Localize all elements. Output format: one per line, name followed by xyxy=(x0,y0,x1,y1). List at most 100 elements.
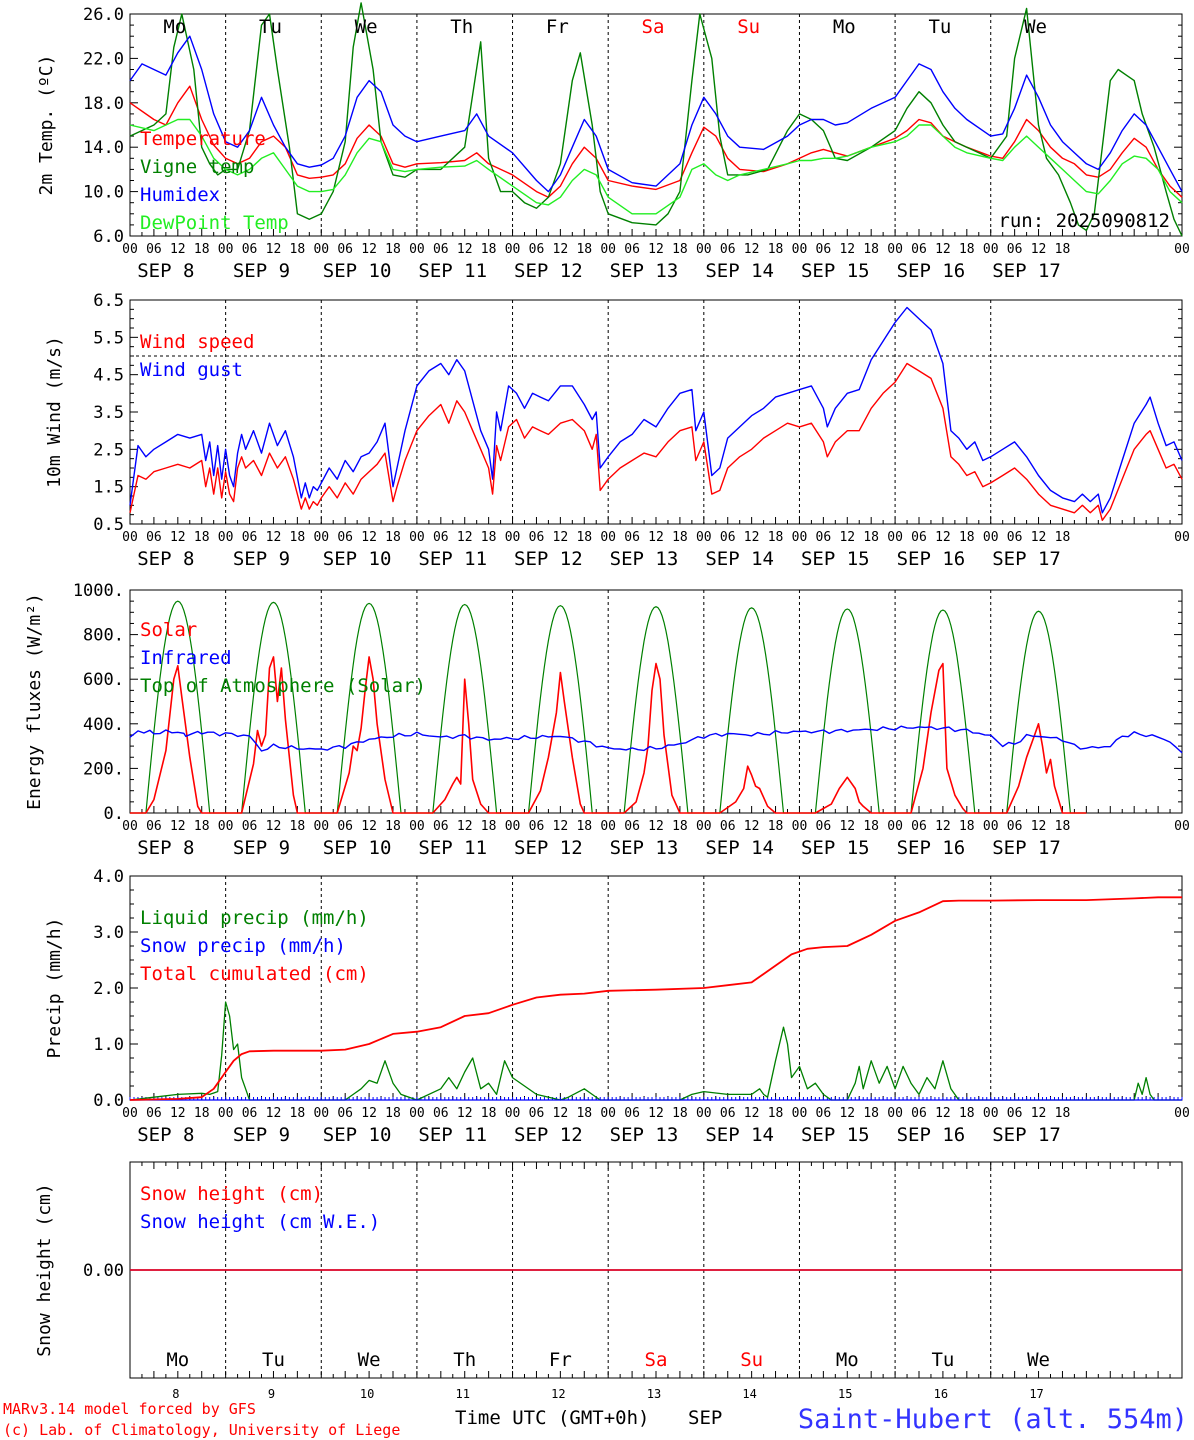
legend-entry: Wind gust xyxy=(140,359,243,381)
y-axis-label: Precip (mm/h) xyxy=(44,918,65,1059)
y-tick-label: 14.0 xyxy=(83,138,124,158)
hour-tick-label: 00 xyxy=(887,530,903,545)
legend-entry: Solar xyxy=(140,619,197,641)
hour-tick-label: 18 xyxy=(863,1106,879,1121)
day-number-label: 12 xyxy=(551,1387,565,1401)
hour-tick-label: 00 xyxy=(218,530,234,545)
hour-tick-label: 06 xyxy=(529,819,545,834)
y-tick-label: 18.0 xyxy=(83,94,124,114)
date-label: SEP 14 xyxy=(705,260,774,282)
model-credit: MARv3.14 model forced by GFS xyxy=(3,1400,256,1418)
legend-entry: Vigne temp xyxy=(140,156,254,178)
date-label: SEP 12 xyxy=(514,1124,583,1146)
y-tick-label: 400. xyxy=(83,715,124,735)
hour-tick-label: 18 xyxy=(290,530,306,545)
hour-tick-label: 18 xyxy=(959,242,975,257)
y-tick-label: 4.5 xyxy=(93,366,124,386)
date-label: SEP 16 xyxy=(897,548,966,570)
date-label: SEP 8 xyxy=(137,1124,194,1146)
hour-tick-label: 18 xyxy=(576,1106,592,1121)
hour-tick-label: 06 xyxy=(911,1106,927,1121)
hour-tick-label: 18 xyxy=(576,819,592,834)
hour-tick-label: 00 xyxy=(983,1106,999,1121)
hour-tick-label: 06 xyxy=(816,819,832,834)
hour-tick-label: 00 xyxy=(122,1106,138,1121)
y-tick-label: 0.5 xyxy=(93,515,124,535)
hour-tick-label: 00 xyxy=(1174,1106,1190,1121)
hour-tick-label: 00 xyxy=(600,1106,616,1121)
hour-tick-label: 00 xyxy=(792,1106,808,1121)
date-label: SEP 15 xyxy=(801,548,870,570)
hour-tick-label: 12 xyxy=(744,1106,760,1121)
day-number-label: 11 xyxy=(456,1387,470,1401)
solar-line xyxy=(703,765,800,814)
hour-tick-label: 18 xyxy=(672,530,688,545)
hour-tick-label: 06 xyxy=(433,819,449,834)
hour-tick-label: 00 xyxy=(313,1106,329,1121)
day-number-label: 15 xyxy=(838,1387,852,1401)
weekday-label: We xyxy=(1024,16,1047,38)
toa-solar-line xyxy=(990,610,1087,814)
hour-tick-label: 12 xyxy=(1031,242,1047,257)
y-axis-label: 10m Wind (m/s) xyxy=(44,336,65,488)
hour-tick-label: 12 xyxy=(744,242,760,257)
station-label: Saint-Hubert (alt. 554m) xyxy=(798,1404,1188,1435)
hour-tick-label: 12 xyxy=(361,242,377,257)
hour-tick-label: 12 xyxy=(648,530,664,545)
hour-tick-label: 06 xyxy=(337,242,353,257)
day-number-label: 16 xyxy=(934,1387,948,1401)
hour-tick-label: 12 xyxy=(744,530,760,545)
solar-line xyxy=(990,722,1087,814)
hour-tick-label: 06 xyxy=(1007,819,1023,834)
date-label: SEP 13 xyxy=(610,260,679,282)
hour-tick-label: 00 xyxy=(696,242,712,257)
date-label: SEP 17 xyxy=(992,548,1061,570)
date-label: SEP 11 xyxy=(418,548,487,570)
hour-tick-label: 12 xyxy=(648,242,664,257)
date-label: SEP 15 xyxy=(801,837,870,859)
hour-tick-label: 06 xyxy=(911,819,927,834)
hour-tick-label: 06 xyxy=(146,1106,162,1121)
date-label: SEP 16 xyxy=(897,1124,966,1146)
day-number-label: 10 xyxy=(360,1387,374,1401)
date-label: SEP 11 xyxy=(418,837,487,859)
hour-tick-label: 18 xyxy=(385,1106,401,1121)
hour-tick-label: 18 xyxy=(959,819,975,834)
day-number-label: 14 xyxy=(742,1387,756,1401)
hour-tick-label: 12 xyxy=(170,819,186,834)
hour-tick-label: 06 xyxy=(624,1106,640,1121)
weekday-label: Mo xyxy=(833,16,856,38)
hour-tick-label: 12 xyxy=(839,1106,855,1121)
hour-tick-label: 18 xyxy=(768,819,784,834)
hour-tick-label: 06 xyxy=(720,1106,736,1121)
toa-solar-line xyxy=(225,601,322,814)
hour-tick-label: 00 xyxy=(696,530,712,545)
date-label: SEP 14 xyxy=(705,837,774,859)
hour-tick-label: 06 xyxy=(242,242,258,257)
toa-solar-line xyxy=(608,606,704,814)
hour-tick-label: 12 xyxy=(553,819,569,834)
legend-entry: Liquid precip (mm/h) xyxy=(140,907,369,929)
day-number-label: 8 xyxy=(172,1387,179,1401)
hour-tick-label: 06 xyxy=(1007,242,1023,257)
toa-solar-line xyxy=(512,604,609,814)
hour-tick-label: 06 xyxy=(816,530,832,545)
solar-line xyxy=(608,662,704,814)
solar-line xyxy=(416,678,513,814)
hour-tick-label: 12 xyxy=(648,819,664,834)
hour-tick-label: 18 xyxy=(290,242,306,257)
legend-entry: Wind speed xyxy=(140,331,254,353)
hour-tick-label: 12 xyxy=(553,1106,569,1121)
hour-tick-label: 12 xyxy=(361,819,377,834)
hour-tick-label: 06 xyxy=(242,530,258,545)
hour-tick-label: 18 xyxy=(385,819,401,834)
hour-tick-label: 18 xyxy=(863,819,879,834)
hour-tick-label: 06 xyxy=(433,242,449,257)
hour-tick-label: 12 xyxy=(839,242,855,257)
solar-line xyxy=(895,662,991,814)
toa-solar-line xyxy=(321,602,417,814)
hour-tick-label: 18 xyxy=(194,242,210,257)
weekday-label: Mo xyxy=(836,1349,859,1371)
hour-tick-label: 00 xyxy=(600,819,616,834)
weekday-label: We xyxy=(358,1349,381,1371)
